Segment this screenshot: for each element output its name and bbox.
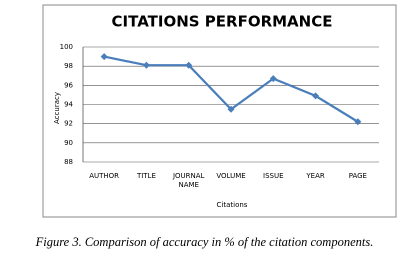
x-axis-label: Citations [217, 201, 248, 209]
point [142, 61, 150, 69]
y-tick-label: 94 [64, 101, 73, 109]
x-tick-label: VOLUME [216, 172, 246, 180]
chart: CITATIONS PERFORMANCE Accuracy Citations… [42, 4, 397, 218]
y-tick-label: 100 [60, 43, 73, 51]
caption-text: Comparison of accuracy in % of the citat… [84, 235, 374, 249]
chart-title: CITATIONS PERFORMANCE [112, 13, 333, 31]
point [354, 118, 362, 126]
y-tick-label: 98 [64, 62, 73, 70]
x-tick-label: YEAR [306, 172, 325, 180]
y-tick-label: 88 [64, 158, 73, 166]
x-tick-label: ISSUE [263, 172, 284, 180]
x-tick-label: PAGE [348, 172, 367, 180]
x-tick-label: JOURNAL NAME [172, 172, 205, 189]
y-axis-label: Accuracy [53, 92, 61, 124]
y-tick-label: 96 [64, 81, 73, 89]
point [269, 75, 277, 83]
point [312, 92, 320, 100]
point [227, 105, 235, 113]
caption-label: Figure 3. [35, 235, 82, 249]
chart-frame [42, 4, 397, 218]
y-tick-label: 92 [64, 120, 73, 128]
point [100, 53, 108, 61]
point [185, 61, 193, 69]
y-tick-label: 90 [64, 139, 73, 147]
x-tick-label: AUTHOR [89, 172, 120, 180]
x-tick-label: TITLE [136, 172, 156, 180]
caption: Figure 3. Comparison of accuracy in % of… [0, 235, 409, 250]
